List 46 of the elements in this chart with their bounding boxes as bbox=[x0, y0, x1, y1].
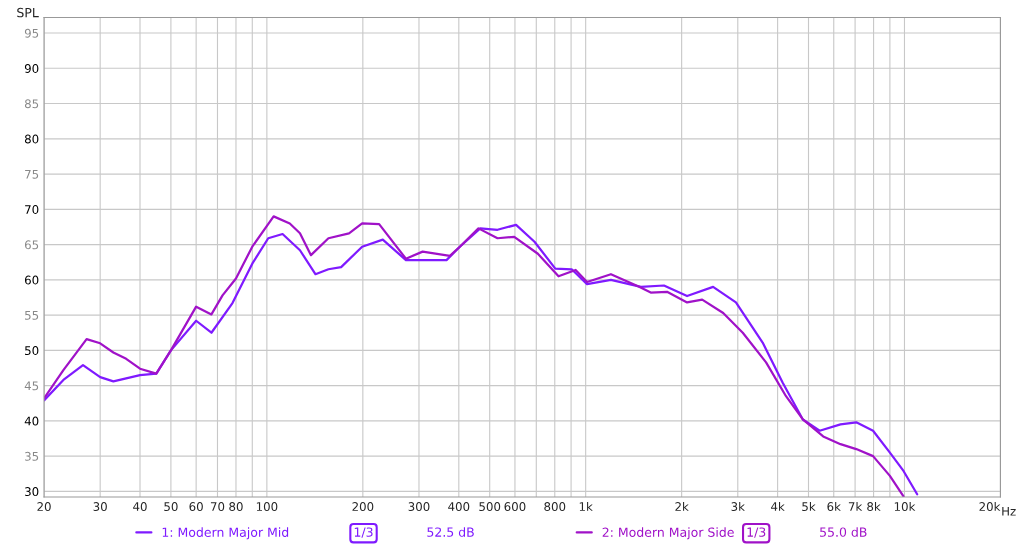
y-tick-label: 50 bbox=[25, 346, 39, 356]
x-tick-label: 800 bbox=[544, 502, 566, 512]
x-tick-label: 100 bbox=[256, 502, 278, 512]
x-tick-label: 500 bbox=[479, 502, 501, 512]
x-tick-label: 40 bbox=[133, 502, 147, 512]
y-tick-label: 45 bbox=[24, 381, 39, 391]
x-tick-label: 10k bbox=[894, 501, 916, 512]
y-axis-title: SPL bbox=[17, 7, 39, 18]
x-tick-label: 60 bbox=[189, 502, 203, 512]
y-tick-label: 30 bbox=[25, 487, 39, 497]
text: 1/3 bbox=[354, 527, 373, 538]
x-tick-label: 2k bbox=[675, 501, 689, 511]
y-tick-label: 80 bbox=[24, 134, 39, 144]
x-tick-label: 600 bbox=[504, 502, 526, 512]
y-tick-label: 40 bbox=[24, 416, 39, 426]
x-tick-label: 1k bbox=[579, 501, 593, 511]
y-tick-label: 70 bbox=[25, 205, 39, 214]
x-tick-label: 300 bbox=[408, 502, 430, 512]
x-axis-title: Hz bbox=[1002, 506, 1016, 516]
x-tick-label: 5k bbox=[802, 501, 816, 512]
y-tick-label: 60 bbox=[24, 275, 39, 285]
x-tick-label: 20k bbox=[979, 501, 1001, 512]
y-tick-label: 75 bbox=[25, 169, 39, 179]
x-tick-label: 20 bbox=[37, 502, 51, 512]
text: 1/3 bbox=[747, 527, 766, 538]
legend-label: 2: Modern Major Side bbox=[602, 527, 734, 540]
y-tick-label: 35 bbox=[25, 451, 39, 461]
y-tick-label: 95 bbox=[24, 28, 39, 38]
x-tick-label: 400 bbox=[448, 502, 470, 512]
y-tick-label: 85 bbox=[24, 99, 39, 109]
x-tick-label: 4k bbox=[771, 501, 785, 511]
text: 55.0 dB bbox=[820, 527, 867, 537]
text: 52.5 dB bbox=[427, 527, 474, 537]
y-tick-label: 65 bbox=[24, 240, 39, 250]
legend-label: 1: Modern Major Mid bbox=[162, 527, 289, 540]
x-tick-label: 50 bbox=[164, 502, 178, 512]
x-tick-label: 3k bbox=[731, 501, 745, 512]
y-tick-label: 90 bbox=[24, 64, 39, 73]
x-tick-label: 8k bbox=[867, 501, 881, 512]
y-tick-label: 55 bbox=[25, 310, 39, 320]
x-tick-label: 200 bbox=[352, 502, 374, 512]
x-tick-label: 80 bbox=[229, 502, 243, 512]
x-tick-label: 70 bbox=[210, 502, 225, 512]
x-tick-label: 6k bbox=[827, 501, 841, 512]
x-tick-label: 7k bbox=[848, 501, 863, 511]
x-tick-label: 30 bbox=[93, 502, 107, 512]
